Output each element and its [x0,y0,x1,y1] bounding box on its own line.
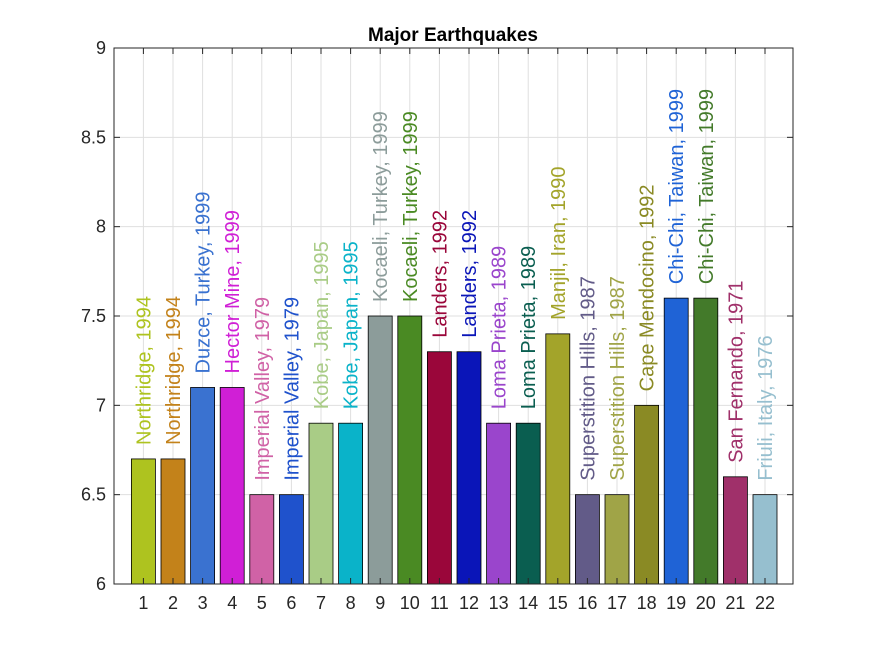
x-axis: 1 2 3 4 5 6 7 8 9 10 11 12 13 14 15 16 17 18 19 20 21 22 [138,48,775,613]
bar-label: Imperial Valley, 1979 [252,297,274,481]
bar [545,333,571,585]
bar [130,458,156,585]
bar [249,494,275,585]
x-tick-label: 3 [198,593,208,613]
bar-label: Landers, 1992 [429,210,451,338]
x-tick-label: 9 [375,593,385,613]
bar-label: Kobe, Japan, 1995 [341,241,363,409]
y-tick-label: 9 [96,38,106,58]
x-tick-label: 11 [430,593,449,613]
chart-title: Major Earthquakes [368,25,538,46]
x-tick-label: 5 [257,593,267,613]
bar-label: Cape Mendocino, 1992 [637,185,659,392]
bar [160,458,186,585]
bar-label: Kocaeli, Turkey, 1999 [400,111,422,302]
bar-label: Manjil, Iran, 1990 [548,166,570,319]
bar-label: Chi-Chi, Taiwan, 1999 [666,89,688,284]
bar [515,422,541,585]
bar-label: San Fernando, 1971 [725,280,747,462]
bar [456,351,482,585]
y-tick-label: 6.5 [81,485,106,505]
x-tick-label: 12 [459,593,479,613]
bar-label: Loma Prieta, 1989 [489,246,511,409]
bar [278,494,304,585]
x-tick-label: 4 [227,593,237,613]
y-axis: 6 6.5 7 7.5 8 8.5 9 [81,38,793,594]
bar [575,494,600,585]
x-tick-label: 20 [696,593,716,613]
x-tick-label: 22 [755,593,775,613]
bar [397,315,423,585]
bar-label: Kobe, Japan, 1995 [311,241,333,409]
bar-label: Imperial Valley, 1979 [281,297,303,481]
bar-labels: Northridge, 1994 Northridge, 1994 Duzce, T… [133,89,777,481]
x-tick-label: 13 [489,593,509,613]
y-tick-label: 6 [96,574,106,594]
x-tick-label: 2 [168,593,178,613]
x-tick-label: 14 [518,593,538,613]
bar [486,422,512,585]
bar [426,351,452,585]
y-tick-label: 7.5 [81,306,106,326]
bar-label: Superstition Hills, 1987 [607,276,629,481]
bar [219,387,245,585]
x-tick-label: 10 [400,593,420,613]
bar [634,404,659,585]
bar-label: Duzce, Turkey, 1999 [193,192,215,374]
bar [693,297,719,585]
x-tick-label: 21 [725,593,745,613]
bar-label: Landers, 1992 [459,210,481,338]
x-tick-label: 17 [607,593,627,613]
x-tick-label: 1 [138,593,148,613]
bar-label: Kocaeli, Turkey, 1999 [370,111,392,302]
bar-label: Friuli, Italy, 1976 [755,335,777,480]
bar [604,494,630,585]
bar [723,476,748,585]
y-tick-label: 8.5 [81,127,106,147]
bar-label: Hector Mine, 1999 [222,210,244,373]
bar [367,315,393,585]
bar [190,387,216,585]
y-tick-label: 8 [96,217,106,237]
bar [752,494,778,585]
bar-label: Chi-Chi, Taiwan, 1999 [696,89,718,284]
x-tick-label: 15 [548,593,568,613]
x-tick-label: 19 [666,593,686,613]
y-tick-label: 7 [96,395,106,415]
x-tick-label: 7 [316,593,326,613]
bar-label: Superstition Hills, 1987 [577,276,599,481]
bar [308,422,334,585]
bar-label: Northridge, 1994 [163,296,185,445]
bar-label: Loma Prieta, 1989 [518,246,540,409]
bars [130,297,778,585]
x-tick-label: 6 [286,593,296,613]
x-tick-label: 18 [637,593,657,613]
x-tick-label: 8 [346,593,356,613]
x-tick-label: 16 [577,593,597,613]
bar-label: Northridge, 1994 [133,296,155,445]
bar [663,297,689,585]
bar [338,422,364,585]
